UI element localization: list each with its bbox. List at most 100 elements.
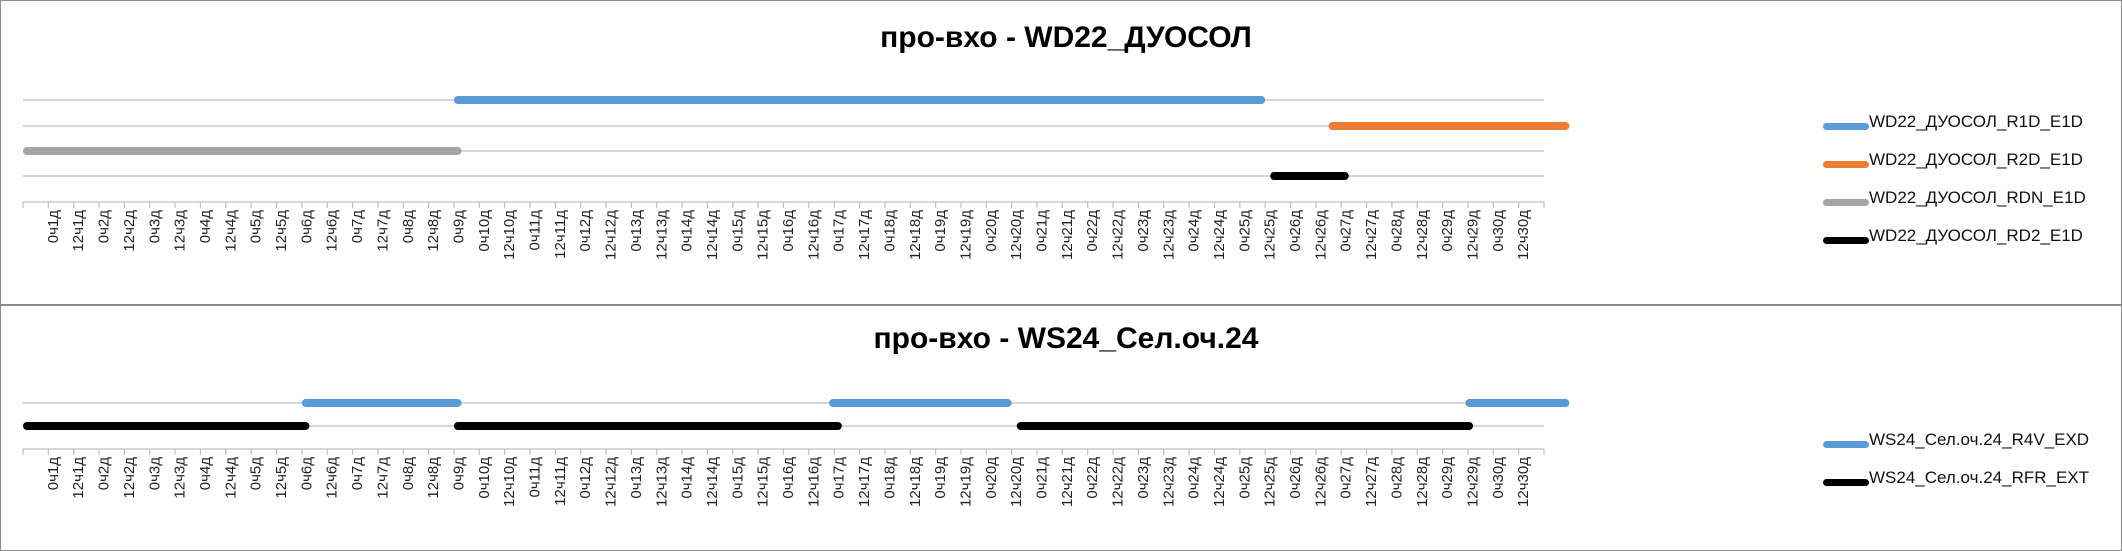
- x-tick-label: 0ч13д: [628, 457, 645, 499]
- x-tick-label: 0ч10д: [476, 457, 493, 499]
- x-tick-label: 0ч29д: [1439, 457, 1456, 499]
- x-tick-label: 0ч20д: [983, 457, 1000, 499]
- x-tick-label: 12ч6д: [324, 457, 341, 499]
- x-tick-label: 12ч11д: [552, 210, 569, 259]
- x-tick-label: 12ч29д: [1464, 210, 1481, 260]
- x-tick-label: 0ч12д: [577, 210, 594, 252]
- x-tick-label: 0ч26д: [1287, 210, 1304, 252]
- x-tick-label: 12ч24д: [1211, 210, 1228, 260]
- legend-swatch: [1823, 161, 1869, 168]
- x-tick-label: 12ч5д: [273, 457, 290, 499]
- x-tick-label: 12ч27д: [1363, 210, 1380, 260]
- x-tick-label: 0ч28д: [1388, 210, 1405, 252]
- x-tick-label: 0ч6д: [298, 457, 315, 490]
- x-tick-label: 12ч12д: [603, 210, 620, 260]
- x-tick-label: 0ч8д: [400, 457, 417, 490]
- x-tick-label: 0ч11д: [527, 457, 544, 498]
- x-tick-label: 12ч22д: [1110, 210, 1127, 260]
- x-tick-label: 0ч23д: [1135, 457, 1152, 499]
- x-tick-label: 12ч13д: [653, 457, 670, 507]
- x-tick-label: 0ч2д: [96, 210, 113, 243]
- legend-label: WD22_ДУОСОЛ_R1D_E1D: [1869, 112, 2083, 131]
- x-tick-label: 12ч8д: [425, 457, 442, 499]
- legend-swatch: [1823, 441, 1869, 448]
- x-tick-label: 0ч9д: [450, 210, 467, 243]
- x-tick-label: 0ч30д: [1490, 210, 1507, 252]
- x-tick-label: 0ч12д: [577, 457, 594, 499]
- x-tick-label: 12ч20д: [1008, 457, 1025, 507]
- x-tick-label: 0ч13д: [628, 210, 645, 252]
- x-tick-label: 0ч8д: [400, 210, 417, 243]
- legend-label: WS24_Сел.оч.24_R4V_EXD: [1869, 430, 2090, 449]
- x-tick-label: 0ч26д: [1287, 457, 1304, 499]
- x-tick-label: 12ч19д: [957, 457, 974, 507]
- x-tick-label: 0ч1д: [45, 457, 62, 490]
- x-tick-label: 0ч17д: [831, 210, 848, 252]
- x-tick-label: 0ч16д: [780, 210, 797, 252]
- x-tick-label: 0ч7д: [349, 457, 366, 490]
- x-tick-label: 12ч26д: [1312, 210, 1329, 260]
- x-tick-label: 0ч5д: [248, 457, 265, 490]
- legend-swatch: [1823, 479, 1869, 486]
- x-tick-label: 0ч21д: [1034, 457, 1051, 499]
- x-tick-label: 12ч14д: [704, 210, 721, 260]
- legend-label: WD22_ДУОСОЛ_RD2_E1D: [1869, 226, 2083, 245]
- x-tick-label: 12ч10д: [501, 210, 518, 260]
- x-tick-label: 0ч9д: [450, 457, 467, 490]
- x-tick-label: 0ч2д: [96, 457, 113, 490]
- x-tick-label: 0ч4д: [197, 457, 214, 490]
- legend-swatch: [1823, 123, 1869, 130]
- plot-area: 0ч1д 12ч1д 0ч2д 12ч2д 0ч3д 12ч3д 0ч4д 12ч4д 0ч5д…: [22, 399, 1570, 507]
- x-tick-label: 0ч24д: [1186, 457, 1203, 499]
- legend-swatch: [1823, 237, 1869, 244]
- x-tick-label: 0ч14д: [679, 457, 696, 499]
- x-tick-label: 12ч25д: [1262, 210, 1279, 260]
- x-tick-label: 12ч16д: [805, 457, 822, 507]
- x-tick-label: 12ч23д: [1160, 210, 1177, 260]
- plot-area: 0ч1д 12ч1д 0ч2д 12ч2д 0ч3д 12ч3д 0ч4д 12ч4д 0ч5д…: [22, 96, 1570, 260]
- x-tick-label: 12ч21д: [1059, 210, 1076, 260]
- x-tick-label: 12ч1д: [70, 457, 87, 499]
- x-tick-label: 0ч24д: [1186, 210, 1203, 252]
- x-tick-label: 0ч1д: [45, 210, 62, 243]
- x-tick-label: 12ч7д: [374, 210, 391, 252]
- x-tick-label: 12ч10д: [501, 457, 518, 507]
- x-tick-label: 0ч19д: [932, 457, 949, 499]
- x-tick-label: 12ч16д: [805, 210, 822, 260]
- x-tick-label: 0ч5д: [248, 210, 265, 243]
- x-tick-label: 12ч30д: [1515, 457, 1532, 507]
- x-tick-label: 12ч28д: [1414, 457, 1431, 507]
- x-tick-label: 0ч17д: [831, 457, 848, 499]
- x-tick-label: 12ч8д: [425, 210, 442, 252]
- x-tick-label: 12ч18д: [907, 210, 924, 260]
- x-tick-label: 12ч6д: [324, 210, 341, 252]
- x-tick-label: 0ч15д: [729, 210, 746, 252]
- x-tick-label: 0ч14д: [679, 210, 696, 252]
- x-tick-label: 12ч25д: [1262, 457, 1279, 507]
- x-tick-label: 0ч7д: [349, 210, 366, 243]
- legend-swatch: [1823, 199, 1869, 206]
- x-tick-label: 0ч3д: [146, 457, 163, 490]
- x-tick-label: 12ч3д: [172, 457, 189, 499]
- x-tick-label: 0ч27д: [1338, 210, 1355, 252]
- x-tick-label: 12ч28д: [1414, 210, 1431, 260]
- x-tick-label: 12ч15д: [755, 457, 772, 507]
- x-tick-label: 12ч14д: [704, 457, 721, 507]
- chart-panel-2: про-вхо - WS24_Сел.оч.24 0ч1д 12ч1д 0ч2д 12…: [0, 305, 2122, 551]
- x-tick-label: 0ч22д: [1084, 457, 1101, 499]
- x-tick-label: 12ч11д: [552, 457, 569, 506]
- x-tick-label: 12ч18д: [907, 457, 924, 507]
- x-tick-label: 0ч30д: [1490, 457, 1507, 499]
- x-tick-label: 12ч2д: [121, 210, 138, 252]
- x-tick-label: 12ч13д: [653, 210, 670, 260]
- x-tick-label: 0ч23д: [1135, 210, 1152, 252]
- x-tick-label: 12ч21д: [1059, 457, 1076, 507]
- x-tick-label: 0ч6д: [298, 210, 315, 243]
- x-tick-label: 12ч4д: [222, 457, 239, 499]
- x-tick-label: 12ч3д: [172, 210, 189, 252]
- x-tick-label: 0ч25д: [1236, 210, 1253, 252]
- x-tick-label: 0ч16д: [780, 457, 797, 499]
- x-tick-label: 0ч19д: [932, 210, 949, 252]
- x-tick-label: 0ч15д: [729, 457, 746, 499]
- x-tick-label: 12ч24д: [1211, 457, 1228, 507]
